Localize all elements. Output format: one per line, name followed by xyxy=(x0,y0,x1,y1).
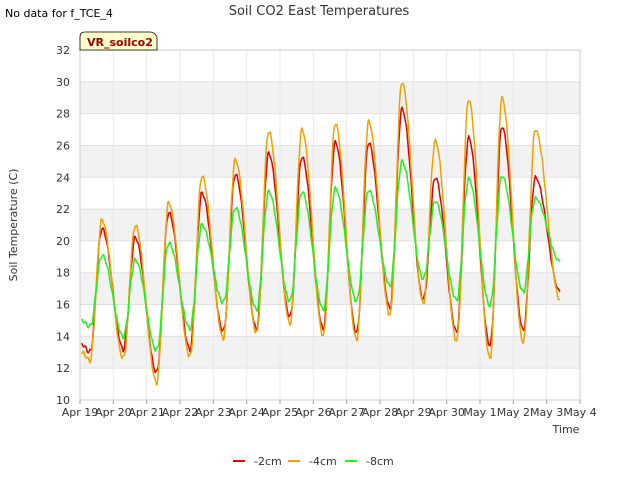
y-tick-label: 28 xyxy=(56,108,70,121)
no-data-note: No data for f_TCE_4 xyxy=(5,7,113,20)
y-tick-labels: 10 12 14 16 18 20 22 24 26 28 30 32 xyxy=(56,44,70,407)
y-tick-label: 12 xyxy=(56,362,70,375)
plot-band xyxy=(80,81,580,114)
legend-item: -8cm xyxy=(345,455,394,468)
plot-band xyxy=(80,336,580,369)
x-tick-label: Apr 22 xyxy=(162,406,199,419)
x-tick-label: Apr 20 xyxy=(95,406,132,419)
y-tick-label: 22 xyxy=(56,203,70,216)
y-tick-label: 14 xyxy=(56,330,70,343)
x-tick-label: Apr 23 xyxy=(195,406,232,419)
site-badge: VR_soilco2 xyxy=(79,31,158,51)
x-axis-label: Time xyxy=(552,423,580,436)
x-tick-label: May 2 xyxy=(497,406,530,419)
x-tick-label: Apr 30 xyxy=(428,406,465,419)
y-tick-label: 32 xyxy=(56,44,70,57)
y-tick-label: 30 xyxy=(56,76,70,89)
x-tick-label: Apr 26 xyxy=(295,406,332,419)
x-tick-label: Apr 29 xyxy=(395,406,432,419)
legend-label: -4cm xyxy=(309,455,337,468)
plot-band xyxy=(80,272,580,305)
y-axis-label: Soil Temperature (C) xyxy=(7,169,20,282)
x-tick-label: May 3 xyxy=(530,406,563,419)
x-tick-label: Apr 28 xyxy=(362,406,399,419)
series-line-4cmcm xyxy=(81,82,561,386)
y-tick-label: 26 xyxy=(56,139,70,152)
x-tick-label: May 4 xyxy=(563,406,596,419)
x-tick-label: May 1 xyxy=(463,406,496,419)
site-badge-background xyxy=(79,31,158,51)
x-tick-label: Apr 21 xyxy=(128,406,165,419)
plot-frame xyxy=(79,49,581,401)
y-tick-label: 24 xyxy=(56,171,70,184)
series-lines xyxy=(81,82,561,386)
x-tick-label: Apr 25 xyxy=(262,406,299,419)
chart-title: Soil CO2 East Temperatures xyxy=(229,4,410,19)
legend: -2cm -4cm -8cm xyxy=(233,455,394,468)
x-tick-label: Apr 19 xyxy=(62,406,99,419)
y-tick-label: 10 xyxy=(56,394,70,407)
y-tick-label: 20 xyxy=(56,235,70,248)
x-tick-label: Apr 24 xyxy=(228,406,265,419)
legend-label: -8cm xyxy=(366,455,394,468)
legend-label: -2cm xyxy=(254,455,282,468)
series-line-8cmcm xyxy=(81,158,561,352)
x-tick-label: Apr 27 xyxy=(328,406,365,419)
legend-item: -4cm xyxy=(288,455,337,468)
site-badge-label: VR_soilco2 xyxy=(87,36,153,49)
y-tick-label: 18 xyxy=(56,267,70,280)
y-tick-label: 16 xyxy=(56,299,70,312)
legend-item: -2cm xyxy=(233,455,282,468)
plot-band xyxy=(80,145,580,178)
